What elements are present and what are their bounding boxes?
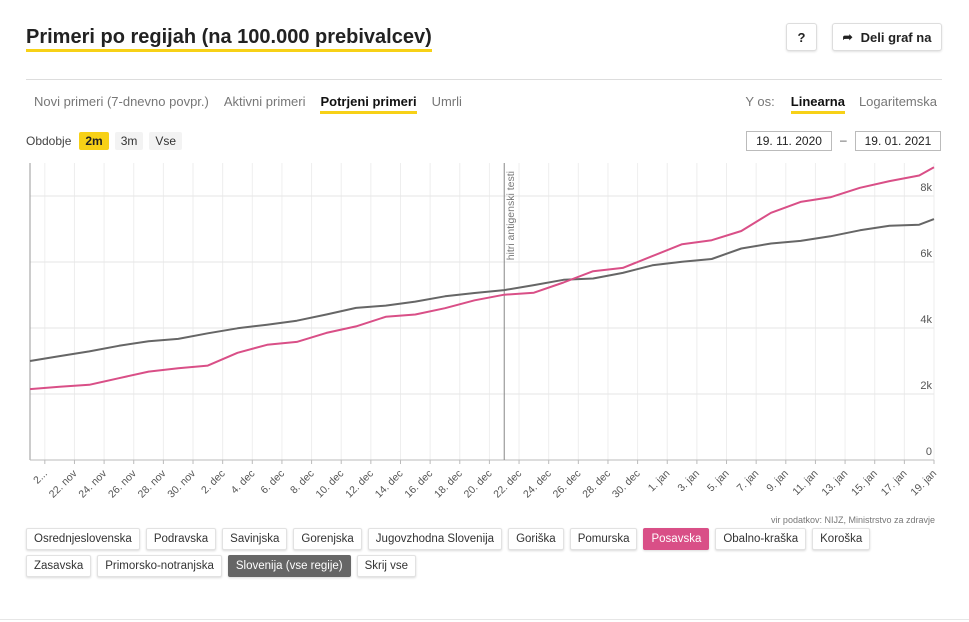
header-divider (26, 79, 942, 80)
x-tick-label: 9. jan (764, 468, 791, 495)
region-button-primorsko-notranjska[interactable]: Primorsko-notranjska (97, 555, 222, 577)
share-label: Deli graf na (860, 29, 932, 45)
y-axis-log[interactable]: Logaritemska (858, 94, 937, 109)
x-tick-label: 20. dec (462, 468, 495, 501)
x-tick-label: 14. dec (373, 468, 406, 501)
region-button-podravska[interactable]: Podravska (145, 528, 217, 550)
footer-divider (0, 619, 969, 620)
tab-new-cases[interactable]: Novi primeri (7-dnevno povpr.) (34, 94, 209, 109)
region-button-savinjska[interactable]: Savinjska (222, 528, 288, 550)
share-button[interactable]: ➦ Deli graf na (832, 23, 942, 51)
annotation-label: hitri antigenski testi (505, 171, 517, 260)
x-tick-label: 11. jan (790, 468, 820, 498)
x-tick-label: 5. jan (705, 468, 732, 495)
date-to-input[interactable]: 19. 01. 2021 (855, 131, 941, 151)
period-all[interactable]: Vse (149, 132, 183, 150)
y-axis-label: Y os: (745, 94, 775, 109)
x-tick-label: 15. jan (849, 468, 880, 499)
region-button-jugovzhodna-slovenija[interactable]: Jugovzhodna Slovenija (367, 528, 503, 550)
period-selector: Obdobje 2m 3m Vse (26, 132, 183, 150)
region-button-posavska[interactable]: Posavska (643, 528, 710, 550)
y-tick-label: 6k (920, 248, 932, 260)
x-tick-label: 2... (31, 468, 50, 487)
series-line-slovenija-vse-regije- (29, 218, 935, 362)
tab-confirmed-cases[interactable]: Potrjeni primeri (320, 94, 417, 114)
x-tick-label: 4. dec (229, 468, 258, 497)
tab-active-cases[interactable]: Aktivni primeri (223, 94, 306, 109)
x-tick-label: 18. dec (432, 468, 465, 501)
y-tick-label: 2k (920, 380, 932, 392)
x-tick-label: 26. nov (106, 467, 139, 500)
x-tick-label: 17. jan (879, 468, 910, 499)
period-label: Obdobje (26, 134, 72, 148)
region-button-gorenjska[interactable]: Gorenjska (293, 528, 362, 550)
x-tick-label: 12. dec (343, 468, 376, 501)
x-tick-label: 1. jan (646, 468, 673, 495)
region-button-pomurska[interactable]: Pomurska (569, 528, 638, 550)
x-tick-label: 2. dec (199, 468, 228, 497)
x-tick-label: 30. nov (165, 467, 198, 500)
x-tick-label: 30. dec (610, 468, 643, 501)
region-button-zasavska[interactable]: Zasavska (26, 555, 92, 577)
x-tick-label: 3. jan (675, 468, 702, 495)
date-separator: – (840, 133, 847, 147)
region-buttons: Osrednjeslovenska Podravska Savinjska Goren… (26, 528, 886, 577)
y-tick-label: 8k (920, 182, 932, 194)
series-line-posavska (29, 166, 935, 391)
period-2m[interactable]: 2m (79, 132, 109, 150)
region-button-obalno-kra-ka[interactable]: Obalno-kraška (715, 528, 807, 550)
x-tick-label: 28. nov (136, 467, 169, 500)
region-button-slovenija-vse-regije-[interactable]: Slovenija (vse regije) (227, 555, 351, 577)
period-3m[interactable]: 3m (114, 132, 144, 150)
data-source: vir podatkov: NIJZ, Ministrstvo za zdrav… (770, 515, 935, 525)
x-tick-label: 7. jan (735, 468, 762, 495)
tab-deceased[interactable]: Umrli (431, 94, 462, 109)
y-axis-selector: Y os: Linearna Logaritemska (745, 94, 937, 114)
y-axis-linear[interactable]: Linearna (790, 94, 845, 114)
chart-tabs: Novi primeri (7-dnevno povpr.) Aktivni p… (34, 94, 462, 114)
y-tick-label: 4k (920, 314, 932, 326)
x-tick-label: 10. dec (313, 468, 346, 501)
share-arrow-icon: ➦ (842, 30, 853, 44)
x-tick-label: 22. nov (47, 467, 80, 500)
x-tick-label: 19. jan (908, 468, 939, 499)
x-tick-label: 13. jan (819, 468, 850, 499)
x-tick-label: 6. dec (258, 468, 287, 497)
region-button-koro-ka[interactable]: Koroška (812, 528, 871, 550)
x-tick-label: 24. nov (76, 467, 109, 500)
page-title: Primeri po regijah (na 100.000 prebivalc… (26, 24, 432, 52)
help-button[interactable]: ? (786, 23, 817, 51)
region-button-skrij-vse[interactable]: Skrij vse (356, 555, 417, 577)
x-tick-label: 22. dec (491, 468, 524, 501)
date-from-input[interactable]: 19. 11. 2020 (746, 131, 832, 151)
x-tick-label: 16. dec (402, 468, 435, 501)
y-tick-label: 0 (926, 446, 932, 458)
x-tick-label: 26. dec (551, 468, 584, 501)
x-tick-label: 24. dec (521, 468, 554, 501)
region-button-osrednjeslovenska[interactable]: Osrednjeslovenska (26, 528, 140, 550)
region-button-gori-ka[interactable]: Goriška (508, 528, 564, 550)
x-tick-label: 28. dec (580, 468, 613, 501)
